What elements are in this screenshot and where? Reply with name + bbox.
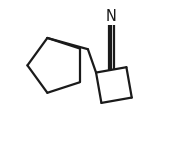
Text: N: N <box>106 9 117 24</box>
